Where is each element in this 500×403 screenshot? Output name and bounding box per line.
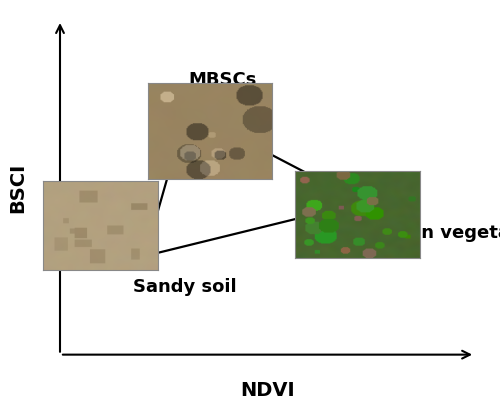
Point [182, 107, 190, 114]
Text: NDVI: NDVI [240, 381, 295, 401]
Text: Green vegetation: Green vegetation [374, 224, 500, 242]
Text: Sandy soil: Sandy soil [132, 278, 236, 296]
Text: MBSCs: MBSCs [188, 71, 257, 89]
Point [359, 199, 367, 206]
Text: BSCI: BSCI [8, 162, 27, 212]
Point [141, 253, 149, 259]
